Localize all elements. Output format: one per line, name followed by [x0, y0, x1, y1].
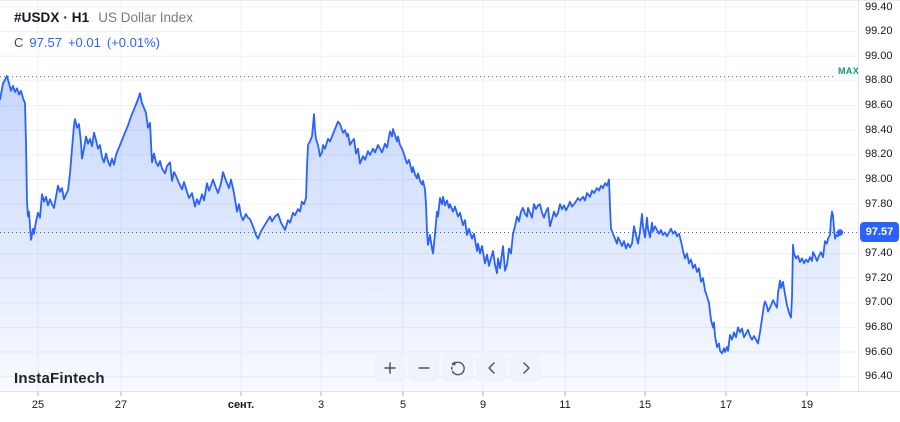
- zoom-in-icon: [383, 362, 396, 374]
- last-price-dot: [836, 229, 844, 236]
- price-axis-label: 98.00: [865, 173, 893, 185]
- price-scale[interactable]: 97.57 99.40 99.20 99.00 98.80 98.60 98.40 98.2…: [858, 1, 900, 391]
- current-price-label: 97.57: [860, 222, 899, 242]
- time-axis-label: 5: [399, 399, 407, 411]
- zoom-out-icon: [417, 367, 430, 369]
- price-axis-label: 98.20: [865, 148, 893, 161]
- price-axis-label: 98.60: [865, 99, 893, 112]
- price-axis-label: 99.40: [865, 0, 893, 13]
- reset-chart-icon: [450, 361, 465, 376]
- watermark-logo: InstaFintech: [14, 370, 105, 387]
- price-axis-label: 97.80: [865, 197, 893, 210]
- time-axis-label: 27: [114, 399, 128, 411]
- time-axis-label: 25: [31, 399, 45, 411]
- symbol-description: US Dollar Index: [98, 10, 193, 25]
- price-axis-label: 98.80: [865, 74, 893, 87]
- area-series-fill: [0, 76, 840, 391]
- time-scale[interactable]: 25 27 сент. 3 5 9 11 15 17 19: [0, 391, 900, 422]
- reset-chart-button[interactable]: [442, 354, 473, 382]
- price-axis-label: 99.20: [865, 25, 893, 38]
- symbol-title[interactable]: #USDX · H1: [14, 10, 90, 25]
- time-axis-label: сент.: [227, 399, 255, 411]
- chart-nav-toolbar: [374, 354, 541, 382]
- zoom-out-button[interactable]: [408, 354, 439, 382]
- scroll-right-icon: [522, 362, 530, 374]
- time-axis-label: 17: [719, 399, 733, 411]
- scroll-right-button[interactable]: [510, 354, 541, 382]
- price-axis-label: 98.40: [865, 123, 893, 136]
- max-price-label: MAX: [838, 65, 860, 76]
- price-axis-label: 97.40: [865, 247, 893, 259]
- price-axis-label: 96.80: [865, 320, 893, 333]
- time-axis-label: 3: [317, 399, 325, 411]
- time-axis-label: 11: [559, 399, 571, 411]
- close-label: C: [14, 35, 24, 50]
- scroll-left-icon: [487, 362, 495, 374]
- time-axis-label: 9: [479, 399, 487, 411]
- time-axis-ticks: [37, 392, 808, 396]
- price-line-series: [0, 75, 841, 355]
- price-axis-label: 96.40: [865, 370, 893, 383]
- price-change-value: +0.01: [67, 35, 101, 50]
- scroll-left-button[interactable]: [476, 354, 507, 382]
- price-change-percent: (+0.01%): [106, 35, 160, 50]
- chart-legend: #USDX · H1 US Dollar Index C 97.57 +0.01…: [14, 10, 193, 50]
- price-axis-label: 96.60: [865, 345, 893, 358]
- price-axis-label: 99.00: [865, 49, 893, 62]
- price-axis-label: 97.00: [865, 296, 893, 309]
- time-axis-label: 15: [638, 399, 652, 411]
- time-axis-label: 19: [800, 399, 814, 411]
- price-axis-label: 97.20: [865, 271, 893, 284]
- last-price-value: 97.57: [29, 35, 62, 50]
- zoom-in-button[interactable]: [374, 354, 405, 382]
